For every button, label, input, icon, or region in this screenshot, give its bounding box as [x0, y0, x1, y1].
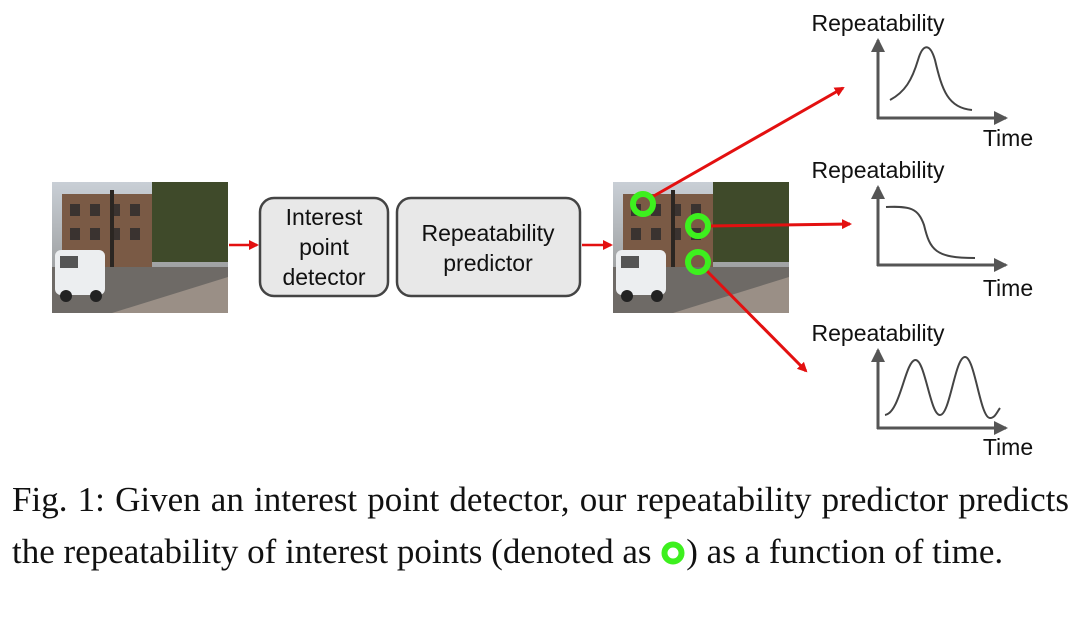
x-label: Time [983, 434, 1033, 460]
arrow [702, 266, 808, 373]
arrow [651, 86, 845, 199]
y-label: Repeatability [812, 157, 945, 183]
box-label: point [299, 234, 349, 260]
box-label: Interest [286, 204, 363, 230]
predictor-box [395, 196, 582, 298]
x-label: Time [983, 275, 1033, 301]
caption-text: ) as a function of time. [686, 532, 1004, 571]
plot-curves [884, 46, 1001, 420]
caption-text: Fig. 1: Given an interest point detector… [12, 480, 1069, 571]
y-label: Repeatability [812, 10, 945, 36]
figure: Interest point detector Repeatability pr… [52, 10, 1033, 460]
input-image [52, 182, 228, 313]
x-label: Time [983, 125, 1033, 151]
point-icon [661, 541, 685, 565]
output-image [613, 182, 789, 313]
interest-points [630, 191, 711, 275]
arrow [707, 219, 852, 230]
box-label: Repeatability [422, 220, 555, 246]
box-label: predictor [443, 250, 533, 276]
y-label: Repeatability [812, 320, 945, 346]
plot-axes [871, 38, 1008, 435]
box-label: detector [282, 264, 365, 290]
detector-box [258, 196, 390, 298]
caption: Fig. 1: Given an interest point detector… [12, 474, 1069, 578]
